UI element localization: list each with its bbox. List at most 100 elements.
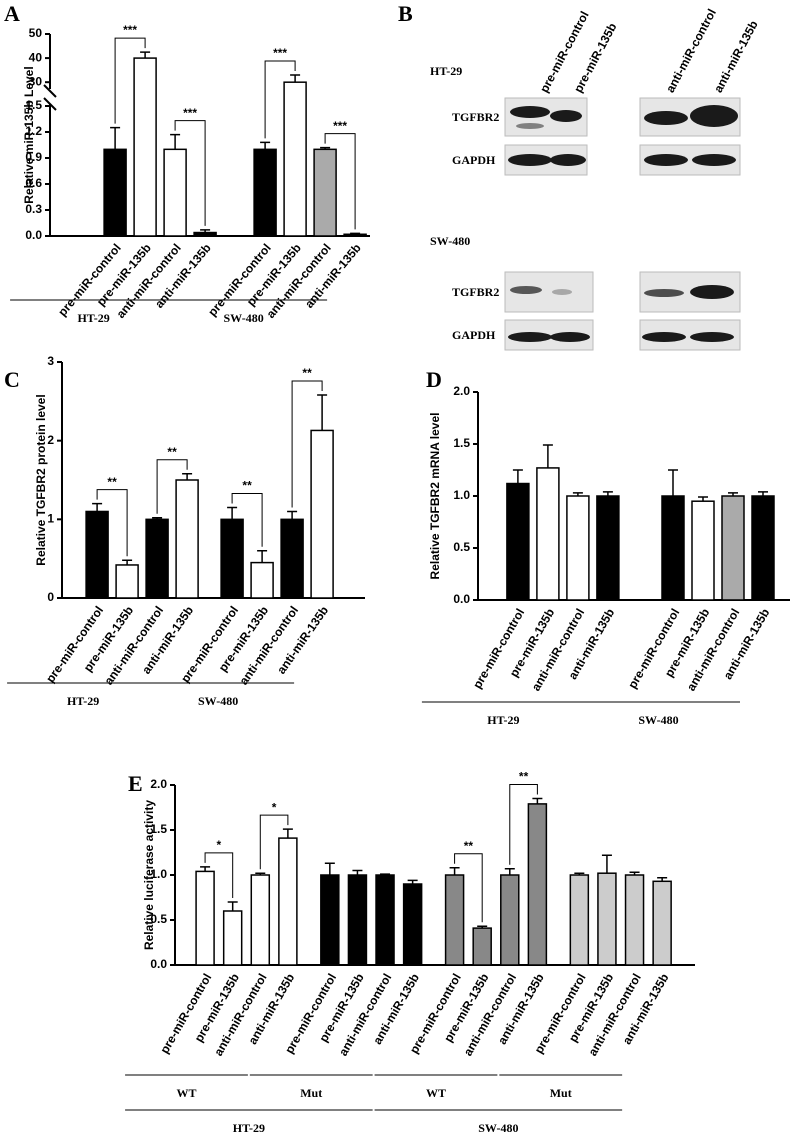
y-axis-label: Relative TGFBR2 mRNA level	[428, 413, 442, 580]
significance-bracket	[291, 380, 323, 508]
y-axis-label: Relative luciferase activity	[142, 800, 156, 950]
error-bar	[257, 550, 268, 563]
significance-label: **	[107, 475, 117, 489]
cell-line: HT-29	[430, 64, 462, 78]
significance-label: *	[272, 800, 277, 814]
bar	[691, 500, 715, 601]
bar	[280, 518, 304, 599]
error-bar	[504, 867, 515, 875]
y-tick-label: 0	[47, 590, 54, 604]
group-label: WT	[426, 1086, 446, 1100]
y-tick-label: 0.0	[453, 592, 470, 606]
significance-bracket	[454, 853, 483, 923]
bar	[85, 510, 109, 599]
row-label: GAPDH	[452, 328, 496, 342]
error-bar	[532, 797, 543, 804]
bar	[250, 874, 271, 966]
y-tick-label: 1.0	[453, 488, 470, 502]
bar	[402, 883, 423, 966]
error-bar	[182, 472, 193, 480]
error-bar	[200, 866, 211, 872]
bar	[343, 233, 367, 237]
bar	[163, 148, 187, 237]
bar	[133, 57, 157, 237]
y-tick-label: 0.0	[150, 957, 167, 971]
bar	[444, 874, 465, 966]
error-bar	[140, 51, 151, 59]
row-label: TGFBR2	[452, 110, 499, 124]
group-label: HT-29	[487, 713, 519, 727]
error-bar	[320, 146, 331, 150]
bar	[596, 495, 620, 601]
y-tick-label: 2.0	[150, 777, 167, 791]
error-bar	[152, 517, 163, 520]
significance-bracket	[264, 60, 296, 139]
error-bar	[449, 867, 460, 875]
bar	[250, 561, 274, 599]
error-bar	[110, 126, 121, 150]
panel-letter: D	[426, 367, 442, 392]
error-bar	[380, 873, 391, 875]
error-bar	[282, 828, 293, 839]
error-bar	[350, 232, 361, 235]
blot-panel: B HT-29 SW-480 pre-miR-control pre-miR-1…	[398, 1, 761, 351]
bar	[193, 231, 217, 237]
bar	[283, 81, 307, 237]
error-bar	[758, 491, 768, 496]
error-bar	[200, 229, 211, 233]
error-bar	[255, 872, 266, 875]
panel-letter: B	[398, 1, 413, 26]
error-bar	[352, 869, 363, 875]
bar	[195, 870, 215, 966]
bar	[624, 874, 645, 966]
bar	[278, 837, 298, 966]
y-tick-label: 0.5	[150, 912, 167, 926]
error-bar	[629, 871, 640, 875]
significance-label: **	[464, 839, 474, 853]
significance-label: **	[242, 479, 252, 493]
cell-line: SW-480	[430, 234, 470, 248]
significance-bracket	[231, 493, 263, 547]
significance-bracket	[324, 133, 356, 230]
y-tick-label: 2.0	[453, 384, 470, 398]
y-tick-label: 3	[47, 354, 54, 368]
lane-label: anti-miR-135b	[711, 18, 761, 95]
error-bar	[170, 133, 181, 150]
error-bar	[668, 469, 678, 496]
y-tick-label: 1.5	[453, 436, 470, 450]
bar	[375, 874, 395, 966]
bar	[310, 429, 334, 599]
group-label: SW-480	[198, 694, 238, 708]
error-bar	[728, 492, 738, 496]
error-bar	[324, 862, 335, 875]
significance-label: *	[217, 838, 222, 852]
bar	[175, 479, 199, 599]
group-label: Mut	[300, 1086, 322, 1100]
error-bar	[317, 394, 328, 431]
bar	[536, 467, 560, 601]
bar	[506, 482, 530, 601]
group-label: HT-29	[67, 694, 99, 708]
significance-bracket	[174, 120, 206, 226]
y-tick-label: 0.9	[25, 150, 42, 164]
bar	[751, 495, 775, 601]
bar	[652, 880, 672, 966]
significance-label: **	[167, 445, 177, 459]
y-tick-label: 40	[29, 50, 43, 64]
panel-letter: A	[4, 1, 20, 26]
bar	[313, 148, 337, 237]
error-bar	[574, 872, 585, 875]
bar	[253, 148, 277, 237]
bar	[320, 874, 340, 966]
error-bar	[122, 559, 133, 565]
bar	[661, 495, 685, 601]
significance-bracket	[259, 814, 289, 870]
error-bar	[227, 506, 238, 520]
significance-label: ***	[273, 46, 287, 60]
bar	[569, 874, 590, 966]
y-tick-label: 0.6	[25, 176, 42, 190]
y-axis-label: Relative TGFBR2 protein level	[34, 394, 48, 565]
y-tick-label: 1.2	[25, 124, 42, 138]
y-tick-label: 30	[29, 74, 43, 88]
